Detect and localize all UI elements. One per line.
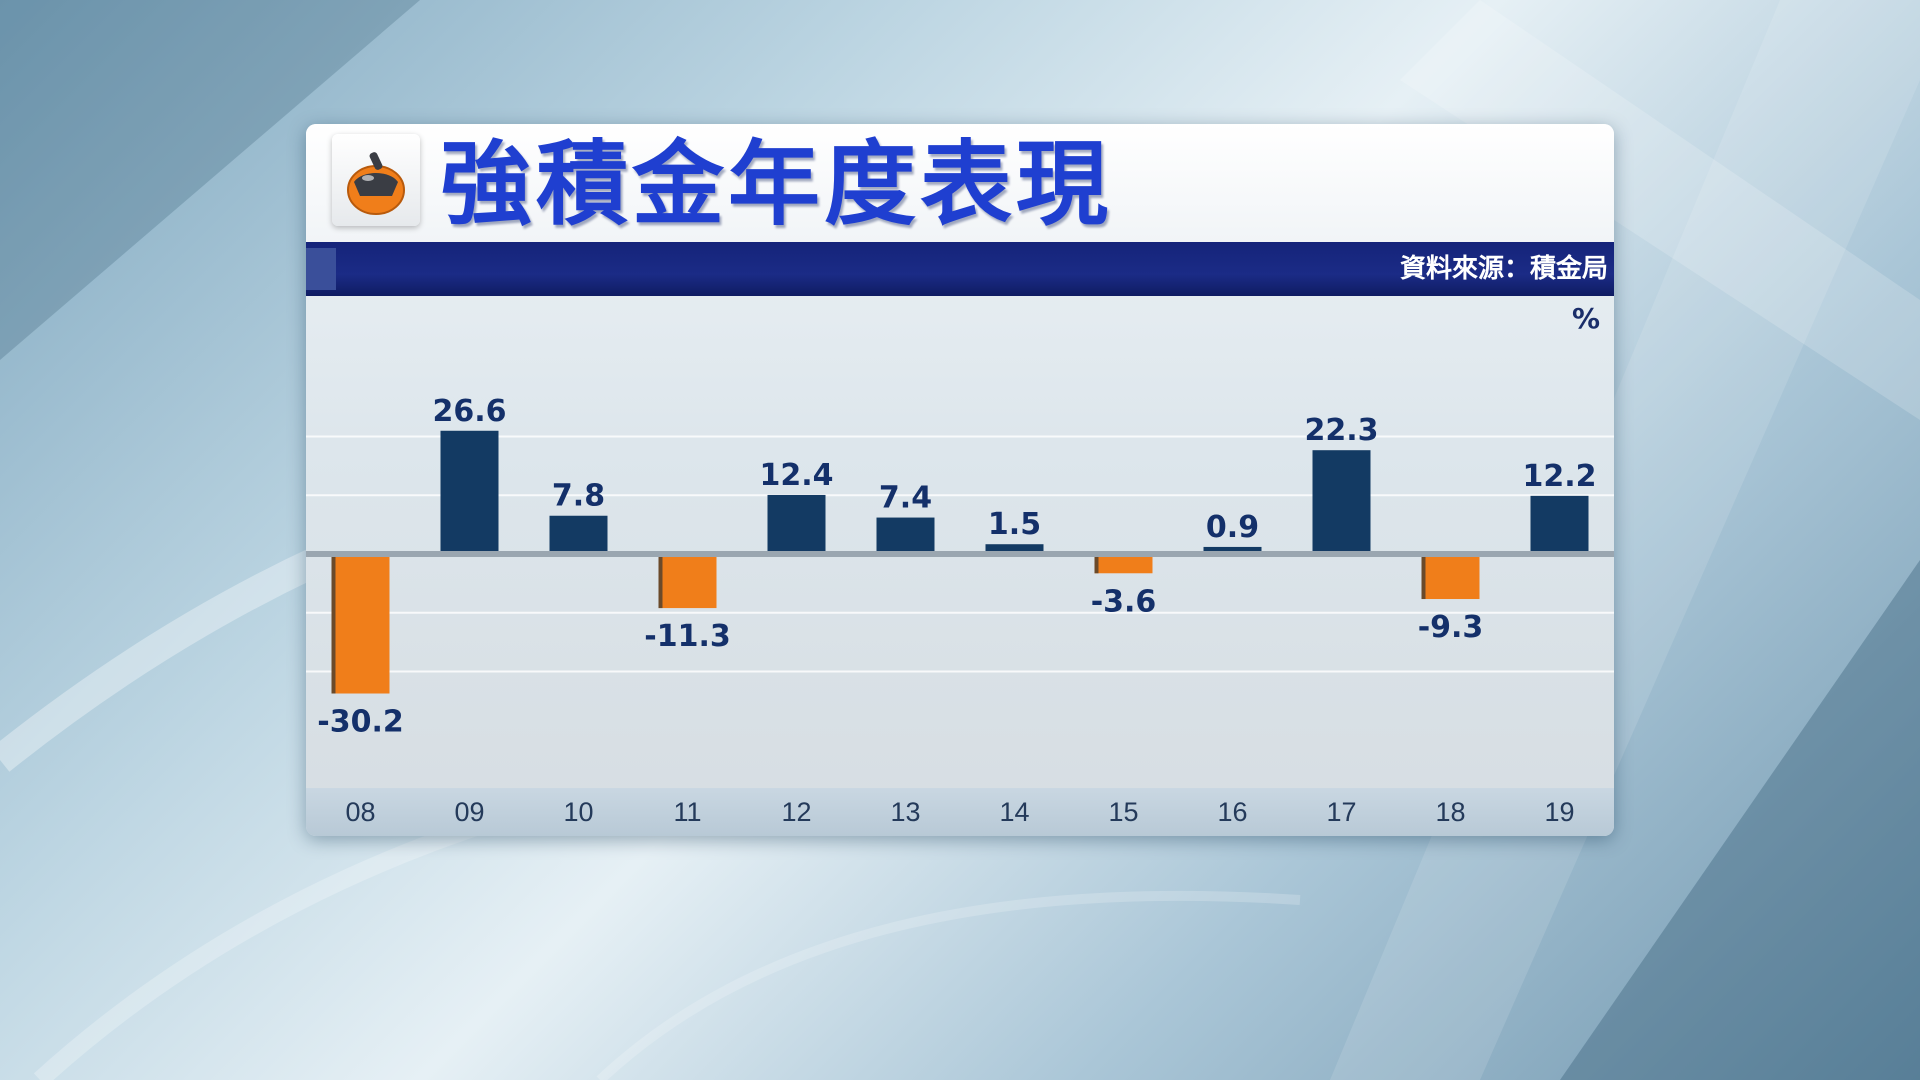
tick-label-08: 08 [345, 797, 375, 827]
bar-edge-15 [1094, 557, 1099, 574]
bar-14 [985, 544, 1044, 551]
value-label-19: 12.2 [1522, 459, 1596, 494]
value-label-15: -3.6 [1091, 584, 1157, 619]
tick-label-14: 14 [999, 797, 1029, 827]
tick-label-18: 18 [1435, 797, 1465, 827]
tick-label-17: 17 [1326, 797, 1356, 827]
bar-18 [1421, 557, 1480, 600]
logo [332, 134, 420, 226]
tick-label-15: 15 [1108, 797, 1138, 827]
tick-label-11: 11 [673, 797, 701, 827]
value-label-18: -9.3 [1418, 610, 1484, 645]
x-axis-strip [306, 788, 1614, 836]
value-labels: -30.2 26.6 7.8 -11.3 12.4 7.4 1.5 -3.6 0.9 22.3 -9… [317, 394, 1596, 740]
chart-title: 強積金年度表現 [440, 131, 1113, 238]
bar-16 [1203, 546, 1262, 551]
bar-12 [767, 494, 826, 551]
bar-edge-08 [331, 557, 336, 694]
value-label-11: -11.3 [644, 619, 730, 654]
chart-panel: 強積金年度表現 資料來源：積金局 % -30.2 26.6 7.8 -11.3 12.4… [306, 124, 1614, 836]
tick-label-19: 19 [1544, 797, 1574, 827]
bar-17 [1312, 450, 1371, 551]
value-label-16: 0.9 [1206, 510, 1259, 545]
tick-label-10: 10 [563, 797, 593, 827]
bar-10 [549, 515, 608, 551]
value-label-13: 7.4 [879, 481, 932, 516]
value-label-08: -30.2 [317, 705, 403, 740]
value-label-17: 22.3 [1304, 413, 1378, 448]
value-label-10: 7.8 [552, 479, 605, 514]
bar-11 [658, 557, 717, 609]
bar-19 [1530, 495, 1589, 551]
tick-label-16: 16 [1217, 797, 1247, 827]
x-tick-labels: 08 09 10 11 12 13 14 15 16 17 18 19 [345, 797, 1574, 827]
tick-label-13: 13 [890, 797, 920, 827]
value-label-09: 26.6 [432, 394, 506, 429]
piggy-bank-icon [347, 152, 405, 215]
bar-15 [1094, 557, 1153, 574]
bar-09 [440, 430, 499, 551]
title-bar: 強積金年度表現 [306, 124, 1614, 242]
bar-edge-11 [658, 557, 663, 609]
value-label-12: 12.4 [759, 458, 833, 493]
value-label-14: 1.5 [988, 507, 1041, 542]
source-bar-tab [306, 248, 336, 290]
bar-chart: -30.2 26.6 7.8 -11.3 12.4 7.4 1.5 -3.6 0.9 22.3 -9… [306, 394, 1614, 827]
tick-label-12: 12 [781, 797, 811, 827]
bar-edge-18 [1421, 557, 1426, 600]
gridlines [306, 435, 1614, 673]
bar-13 [876, 517, 935, 551]
bars [331, 430, 1589, 694]
source-label: 資料來源：積金局 [1399, 254, 1608, 284]
source-bar: 資料來源：積金局 [306, 242, 1614, 296]
unit-label: % [1571, 302, 1600, 335]
bar-08 [331, 557, 390, 694]
zero-baseline [306, 551, 1614, 557]
tick-label-09: 09 [454, 797, 484, 827]
